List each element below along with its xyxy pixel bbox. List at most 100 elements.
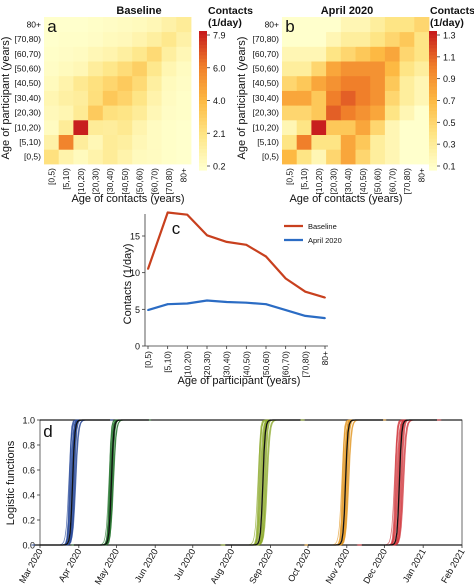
- heatmap-cell: [326, 61, 342, 77]
- panel-b-title: April 2020: [321, 5, 374, 17]
- x-tick-label: [50,60): [261, 351, 271, 378]
- heatmap-cell: [161, 149, 177, 165]
- colorbar-b-title-unit: (1/day): [430, 17, 464, 29]
- colorbar-gradient-strip: [429, 55, 437, 60]
- heatmap-cell: [161, 46, 177, 62]
- colorbar-gradient-strip: [429, 159, 437, 164]
- colorbar-gradient-strip: [429, 79, 437, 84]
- heatmap-cell: [355, 61, 371, 77]
- data-point: [225, 301, 228, 303]
- y-tick-label: 0.2: [22, 516, 35, 526]
- line-chart-c: 0 5 10 15 [0,5) [5,10) [10,20) [20,30) [30,40) [4…: [130, 211, 342, 378]
- heatmap-cell: [73, 31, 89, 47]
- x-tick-label: [0,5): [46, 168, 56, 185]
- heatmap-cell: [414, 149, 430, 165]
- colorbar-gradient-strip: [199, 156, 207, 161]
- heatmap-cell: [282, 90, 298, 106]
- x-tick-label: [0,5): [143, 351, 153, 368]
- heatmap-cell: [102, 61, 118, 77]
- heatmap-cell: [311, 119, 327, 135]
- heatmap-cell: [311, 149, 327, 165]
- heatmap-cell: [88, 75, 104, 91]
- heatmap-cell: [146, 75, 162, 91]
- y-tick-label: [0,5): [262, 152, 279, 162]
- heatmap-cell: [340, 149, 356, 165]
- colorbar-gradient-strip: [199, 83, 207, 88]
- x-tick-label: [70,80): [300, 351, 310, 378]
- heatmap-cell: [58, 105, 74, 121]
- data-point: [324, 317, 326, 320]
- heatmap-b: [282, 17, 430, 165]
- heatmap-cell: [73, 119, 89, 135]
- x-tick-label: Jun 2020: [133, 547, 160, 584]
- heatmap-cell: [326, 149, 342, 165]
- heatmap-cell: [58, 31, 74, 47]
- heatmap-cell: [355, 31, 371, 47]
- heatmap-cell: [370, 31, 386, 47]
- x-tick-label: [50,60): [135, 168, 145, 195]
- heatmap-cell: [399, 90, 415, 106]
- colorbar-gradient-strip: [199, 65, 207, 70]
- heatmap-cell: [370, 17, 386, 33]
- colorbar-gradient-strip: [429, 41, 437, 46]
- heatmap-cell: [176, 17, 192, 33]
- data-point: [166, 303, 169, 306]
- heatmap-cell: [117, 119, 133, 135]
- colorbar-gradient-strip: [429, 76, 437, 81]
- colorbar-gradient-strip: [199, 135, 207, 140]
- heatmap-cell: [44, 134, 60, 150]
- heatmap-cell: [282, 46, 298, 62]
- colorbar-gradient-strip: [429, 69, 437, 74]
- colorbar-gradient-strip: [429, 138, 437, 143]
- heatmap-cell: [384, 17, 400, 33]
- colorbar-gradient-strip: [429, 97, 437, 102]
- x-tick-label: [20,30): [202, 351, 212, 378]
- heatmap-cell: [58, 61, 74, 77]
- heatmap-cell: [399, 31, 415, 47]
- heatmap-cell: [58, 75, 74, 91]
- colorbar-gradient-strip: [199, 58, 207, 63]
- x-tick-label: May 2020: [93, 547, 121, 586]
- colorbar-gradient-strip: [199, 163, 207, 168]
- heatmap-cell: [132, 149, 148, 165]
- colorbar-gradient-strip: [429, 31, 437, 36]
- heatmap-a: [44, 17, 192, 165]
- heatmap-cell: [311, 17, 327, 33]
- colorbar-gradient-strip: [429, 93, 437, 98]
- heatmap-cell: [132, 75, 148, 91]
- heatmap-cell: [414, 90, 430, 106]
- heatmap-cell: [326, 46, 342, 62]
- colorbar-gradient-strip: [199, 166, 207, 171]
- heatmap-cell: [88, 46, 104, 62]
- heatmap-cell: [132, 17, 148, 33]
- panel-a-title: Baseline: [116, 5, 161, 17]
- logistic-mean-curve: [308, 419, 384, 546]
- colorbar-gradient-strip: [199, 44, 207, 49]
- heatmap-cell: [146, 105, 162, 121]
- x-tick-label: [50,60): [373, 168, 383, 195]
- heatmap-cell: [326, 119, 342, 135]
- heatmap-cell: [311, 61, 327, 77]
- x-tick-label: [60,70): [387, 168, 397, 195]
- colorbar-gradient-strip: [429, 135, 437, 140]
- data-point: [245, 301, 248, 304]
- y-tick-label: [60,70): [253, 49, 280, 59]
- y-tick-label: 80+: [27, 19, 41, 29]
- data-point: [284, 277, 287, 280]
- x-tick-label: [10,20): [314, 168, 324, 195]
- colorbar-gradient-strip: [429, 34, 437, 39]
- heatmap-cell: [132, 31, 148, 47]
- data-point: [206, 234, 208, 237]
- heatmap-cell: [282, 75, 298, 91]
- panel-c: 0 5 10 15 [0,5) [5,10) [10,20) [20,30) [30,40) [4…: [122, 211, 342, 387]
- colorbar-gradient-strip: [429, 131, 437, 136]
- colorbar-tick-label: 0.2: [213, 162, 226, 172]
- heatmap-cell: [326, 31, 342, 47]
- heatmap-cell: [384, 75, 400, 91]
- heatmap-cell: [73, 149, 89, 165]
- heatmap-cell: [296, 90, 312, 106]
- x-tick-label: Oct 2020: [286, 547, 313, 584]
- heatmap-cell: [355, 119, 371, 135]
- heatmap-cell: [282, 105, 298, 121]
- y-tick-label: 0.0: [22, 541, 35, 551]
